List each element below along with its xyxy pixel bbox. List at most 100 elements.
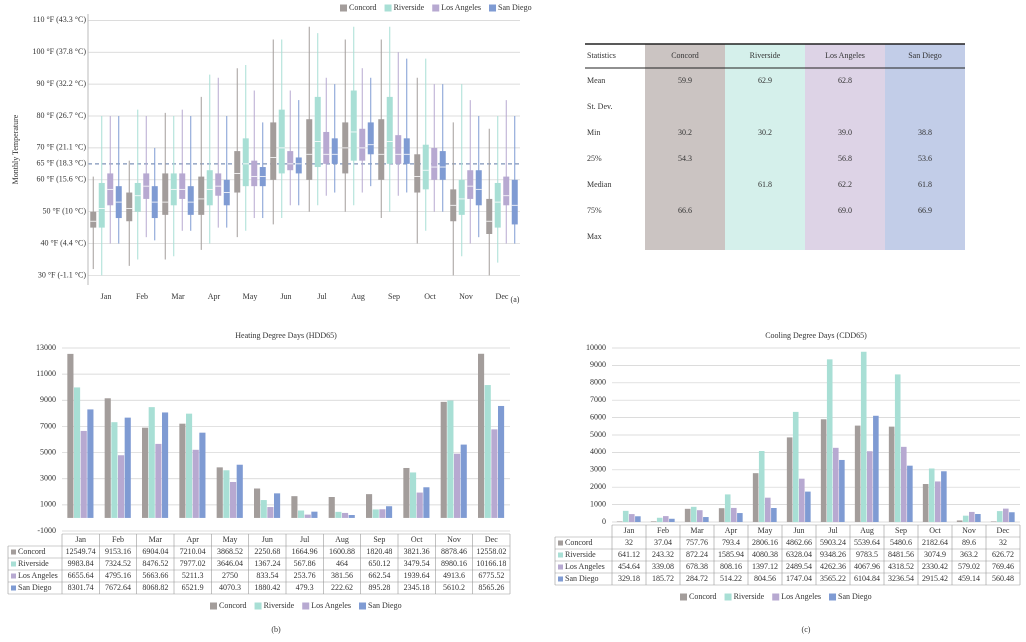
table-cell: 459.14 bbox=[958, 574, 980, 583]
bar bbox=[697, 510, 703, 522]
table-cell: 243.32 bbox=[652, 550, 674, 559]
table-header: Feb bbox=[112, 535, 124, 544]
table-cell: 1664.96 bbox=[292, 547, 318, 556]
table-column-fill bbox=[885, 44, 965, 250]
table-cell: 2489.54 bbox=[786, 562, 812, 571]
bar bbox=[342, 512, 349, 518]
bar bbox=[839, 459, 845, 522]
bar bbox=[87, 409, 94, 518]
box bbox=[314, 96, 321, 168]
table-cell: 5211.3 bbox=[182, 571, 204, 580]
table-header: Jun bbox=[793, 526, 804, 535]
table-cell: 1600.88 bbox=[329, 547, 355, 556]
y-tick-label: 1000 bbox=[590, 499, 606, 508]
y-tick-label: 1000 bbox=[40, 500, 56, 509]
table-cell: 381.56 bbox=[331, 571, 353, 580]
table-header: Feb bbox=[657, 526, 669, 535]
table-cell: 895.28 bbox=[368, 583, 390, 592]
table-cell: 808.16 bbox=[720, 562, 742, 571]
x-tick-label: Jun bbox=[280, 292, 291, 301]
x-tick-label: Sep bbox=[388, 292, 400, 301]
table-cell: 2750 bbox=[222, 571, 238, 580]
table-header: Statistics bbox=[587, 51, 616, 60]
bar bbox=[440, 401, 447, 518]
table-cell: 8878.46 bbox=[441, 547, 467, 556]
legend-label: Riverside bbox=[394, 3, 425, 12]
table-swatch bbox=[11, 585, 16, 591]
bar bbox=[80, 430, 87, 518]
bar bbox=[737, 513, 743, 522]
table-cell: 804.56 bbox=[754, 574, 776, 583]
legend-swatch bbox=[489, 4, 497, 12]
table-header: Dec bbox=[485, 535, 498, 544]
bar bbox=[498, 405, 505, 518]
box bbox=[350, 90, 357, 161]
table-cell: 9983.84 bbox=[68, 559, 94, 568]
table-row-label: Riverside bbox=[18, 559, 49, 568]
bar bbox=[460, 444, 467, 518]
bar bbox=[663, 516, 669, 522]
table-cell: 10166.18 bbox=[476, 559, 506, 568]
table-cell: 769.46 bbox=[992, 562, 1014, 571]
bar bbox=[291, 496, 298, 518]
y-tick-label: 2000 bbox=[590, 482, 606, 491]
table-cell: 464 bbox=[336, 559, 348, 568]
table-cell: 5663.66 bbox=[142, 571, 168, 580]
bar bbox=[192, 449, 199, 518]
y-tick-label: 5000 bbox=[40, 447, 56, 456]
table-cell: 222.62 bbox=[331, 583, 353, 592]
box bbox=[323, 131, 330, 164]
box bbox=[367, 122, 374, 155]
bar bbox=[805, 491, 811, 522]
bar bbox=[274, 493, 281, 518]
bar bbox=[74, 387, 81, 518]
y-tick-label: 7000 bbox=[40, 421, 56, 430]
table-cell: 53.6 bbox=[918, 154, 932, 163]
x-tick-label: Nov bbox=[459, 292, 473, 301]
bar bbox=[348, 515, 355, 518]
table-cell: 6904.04 bbox=[142, 547, 168, 556]
y-tick-label: 100 °F (37.8 °C) bbox=[32, 47, 86, 56]
bar bbox=[416, 492, 423, 518]
y-tick-label: 40 °F (4.4 °C) bbox=[40, 238, 86, 247]
bar bbox=[155, 443, 162, 518]
box bbox=[134, 182, 141, 212]
legend-label: Los Angeles bbox=[311, 601, 351, 610]
table-cell: 793.4 bbox=[722, 538, 740, 547]
table-cell: 4795.16 bbox=[105, 571, 131, 580]
table-cell: 514.22 bbox=[720, 574, 742, 583]
table-cell: 2806.16 bbox=[752, 538, 778, 547]
table-cell: 4067.96 bbox=[854, 562, 880, 571]
bar bbox=[690, 506, 697, 522]
bar bbox=[186, 413, 193, 518]
y-tick-label: 3000 bbox=[590, 465, 606, 474]
box bbox=[422, 144, 429, 190]
x-tick-label: Dec bbox=[496, 292, 509, 301]
y-tick-label: 5000 bbox=[590, 430, 606, 439]
x-tick-label: May bbox=[243, 292, 258, 301]
table-row-label: Los Angeles bbox=[565, 562, 605, 571]
table-cell: 32 bbox=[999, 538, 1007, 547]
bar bbox=[731, 507, 737, 522]
table-cell: 1747.04 bbox=[786, 574, 812, 583]
y-tick-label: 110 °F (43.3 °C) bbox=[33, 15, 87, 24]
table-cell: 8481.56 bbox=[888, 550, 914, 559]
x-tick-label: Apr bbox=[208, 292, 221, 301]
box bbox=[503, 176, 510, 206]
bar bbox=[724, 494, 731, 522]
bar bbox=[956, 520, 963, 522]
bar bbox=[786, 437, 793, 522]
table-cell: 6775.52 bbox=[478, 571, 504, 580]
y-tick-label: 80 °F (26.7 °C) bbox=[36, 111, 86, 120]
bar bbox=[833, 447, 839, 522]
legend-label: Los Angeles bbox=[781, 592, 821, 601]
bar bbox=[684, 508, 691, 522]
table-cell: 4318.52 bbox=[888, 562, 914, 571]
bar bbox=[935, 481, 941, 522]
table-header: Sep bbox=[895, 526, 907, 535]
table-cell: 5610.2 bbox=[443, 583, 465, 592]
table-cell: 9783.5 bbox=[856, 550, 878, 559]
bar bbox=[975, 514, 981, 522]
box bbox=[386, 96, 393, 164]
table-cell: 626.72 bbox=[992, 550, 1014, 559]
